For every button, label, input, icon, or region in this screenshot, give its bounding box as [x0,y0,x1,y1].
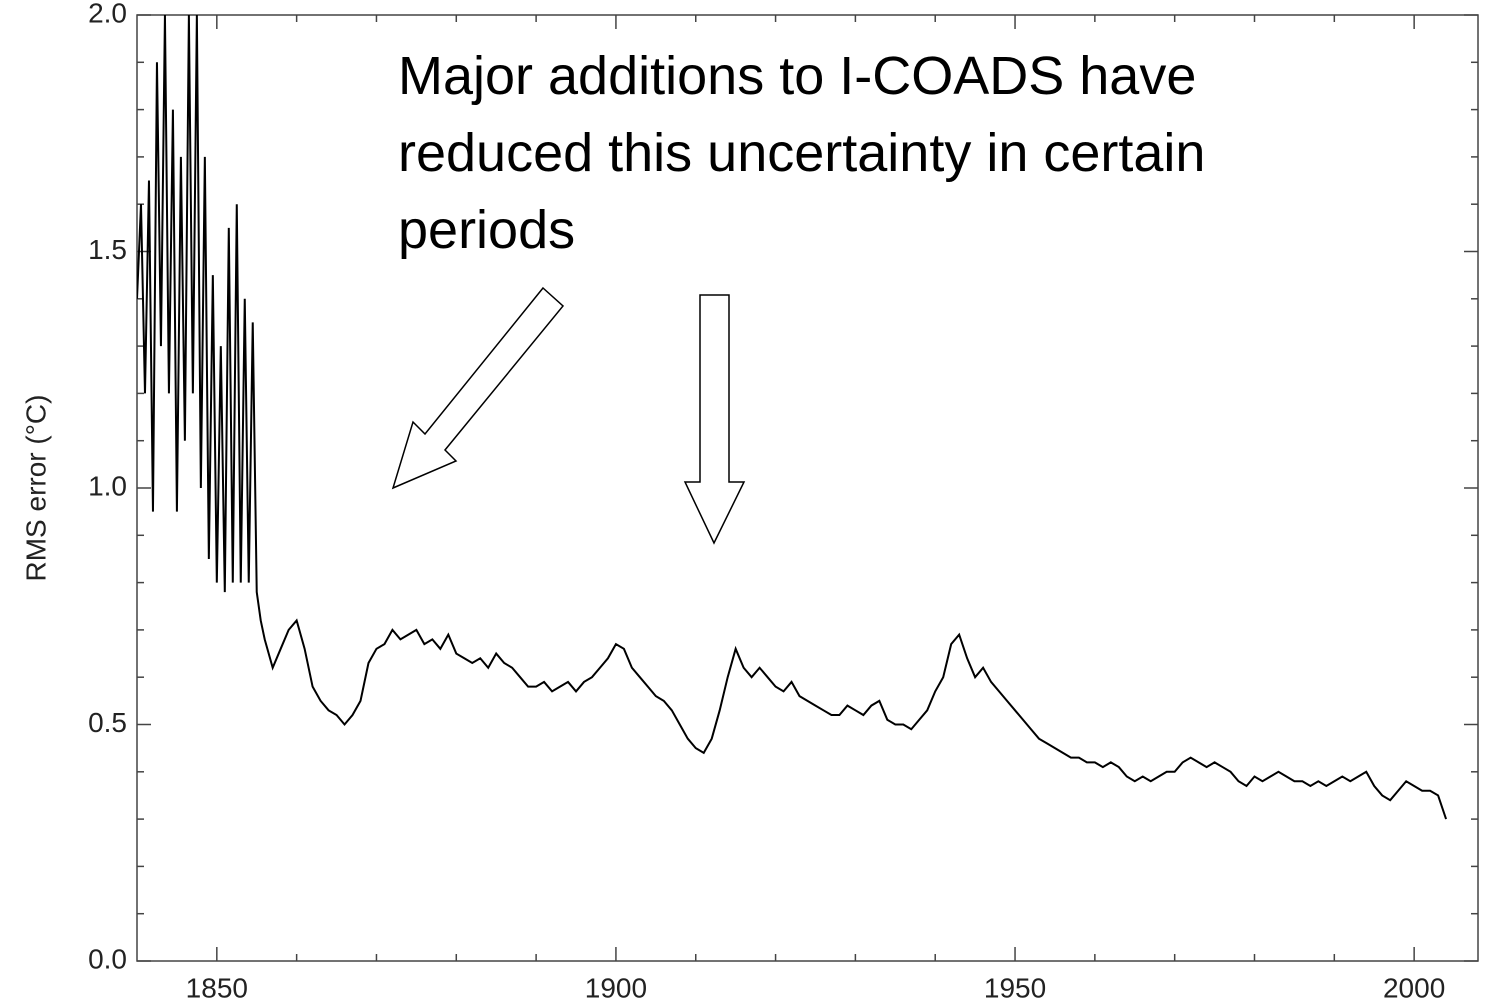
x-tick-label: 1950 [984,972,1046,1003]
annotation: Major additions to I-COADS have reduced … [398,46,1206,260]
arrow [391,286,565,490]
y-tick-label: 0.5 [88,707,127,738]
x-tick-label: 2000 [1383,972,1445,1003]
y-tick-label: 0.0 [88,943,127,974]
y-axis-label: RMS error (°C) [20,395,51,582]
y-tick-label: 1.0 [88,470,127,501]
y-tick-label: 2.0 [88,0,127,28]
x-tick-label: 1850 [186,972,248,1003]
x-tick-label: 1900 [585,972,647,1003]
arrow [683,294,746,545]
line [137,15,1448,820]
y-tick-label: 1.5 [88,234,127,265]
